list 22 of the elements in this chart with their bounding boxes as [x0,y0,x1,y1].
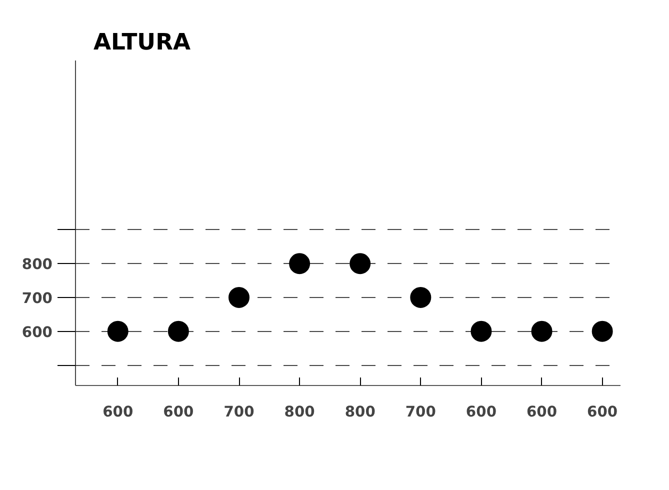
data-label: 700 [405,404,436,420]
data-label: 700 [224,404,254,420]
point [289,253,310,274]
chart-title: ALTURA [94,30,192,56]
data-label: 600 [587,404,618,420]
y-tick-label: 600 [22,324,52,341]
data-label: 600 [163,404,194,420]
point [531,320,552,342]
point [350,253,371,274]
y-tick-label: 800 [22,256,52,274]
point [168,320,189,342]
point [410,287,432,308]
data-label: 800 [284,404,315,420]
data-label: 600 [526,404,558,420]
point [470,320,492,342]
point [592,320,613,342]
data-label: 600 [102,404,134,420]
point [107,320,128,342]
data-label: 800 [344,404,376,420]
y-tick-label: 700 [22,290,52,307]
data-label: 600 [466,404,497,420]
point [228,287,250,308]
